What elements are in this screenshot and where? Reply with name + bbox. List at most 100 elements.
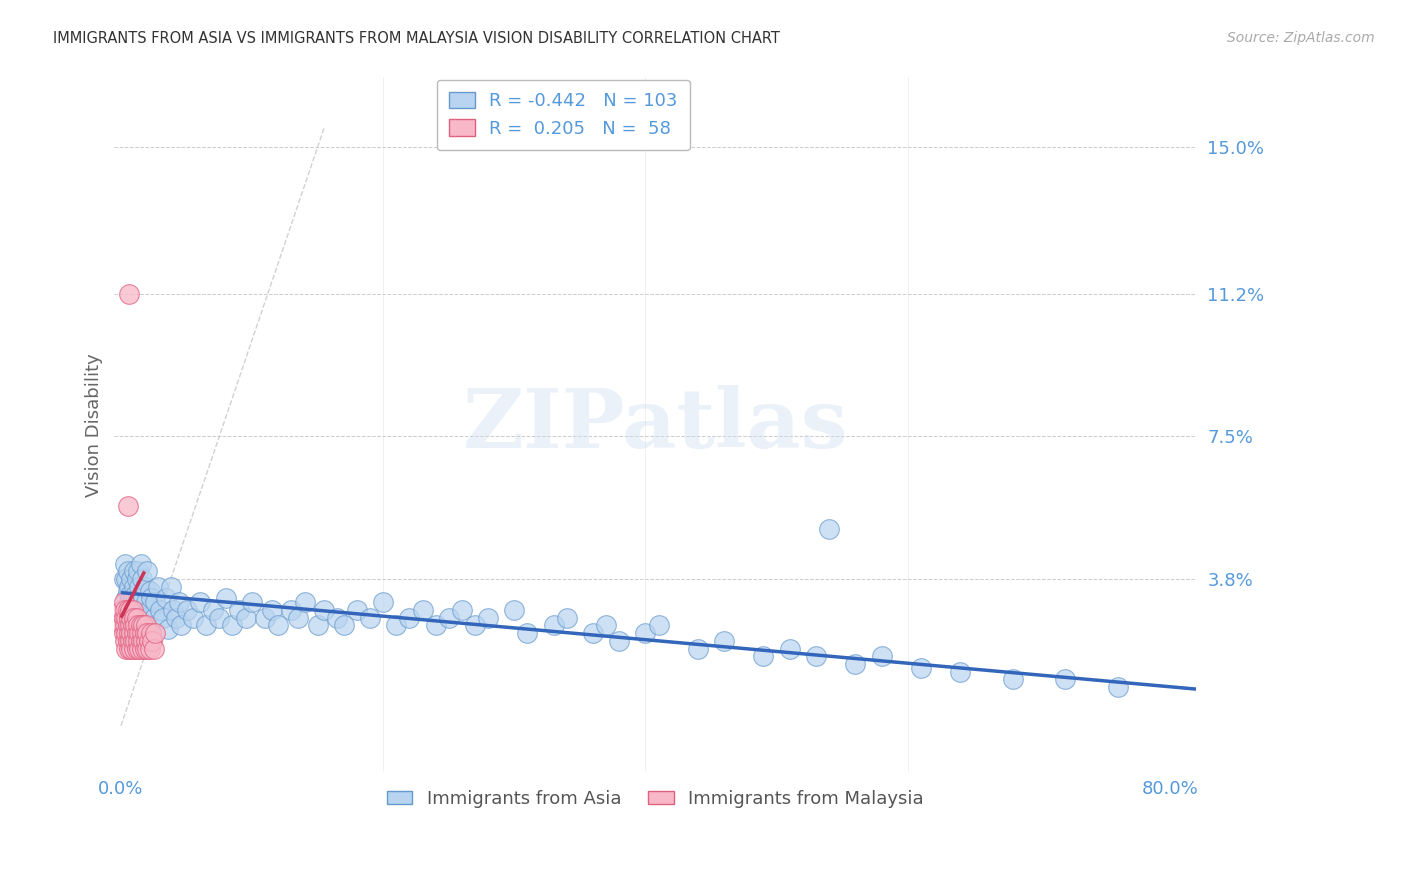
- Point: [294, 595, 316, 609]
- Point: [1107, 680, 1129, 694]
- Point: [595, 618, 617, 632]
- Point: [117, 633, 139, 648]
- Point: [124, 588, 146, 602]
- Text: ZIPatlas: ZIPatlas: [463, 384, 848, 465]
- Point: [118, 286, 141, 301]
- Point: [120, 603, 142, 617]
- Point: [118, 580, 141, 594]
- Point: [136, 626, 159, 640]
- Point: [260, 603, 283, 617]
- Point: [201, 603, 224, 617]
- Point: [1001, 673, 1024, 687]
- Point: [124, 603, 146, 617]
- Point: [112, 572, 135, 586]
- Point: [115, 641, 138, 656]
- Point: [128, 626, 150, 640]
- Point: [373, 595, 395, 609]
- Point: [287, 611, 309, 625]
- Point: [112, 595, 135, 609]
- Text: Source: ZipAtlas.com: Source: ZipAtlas.com: [1227, 31, 1375, 45]
- Point: [125, 611, 148, 625]
- Point: [464, 618, 486, 632]
- Point: [425, 618, 447, 632]
- Point: [949, 665, 972, 679]
- Point: [118, 595, 141, 609]
- Point: [359, 611, 381, 625]
- Point: [128, 618, 150, 632]
- Point: [121, 603, 143, 617]
- Point: [132, 611, 155, 625]
- Point: [115, 572, 138, 586]
- Point: [543, 618, 565, 632]
- Point: [122, 611, 145, 625]
- Point: [412, 603, 434, 617]
- Text: IMMIGRANTS FROM ASIA VS IMMIGRANTS FROM MALAYSIA VISION DISABILITY CORRELATION C: IMMIGRANTS FROM ASIA VS IMMIGRANTS FROM …: [53, 31, 780, 46]
- Point: [125, 572, 148, 586]
- Point: [117, 618, 139, 632]
- Point: [142, 641, 165, 656]
- Point: [634, 626, 657, 640]
- Point: [121, 591, 143, 606]
- Point: [122, 626, 145, 640]
- Point: [167, 595, 190, 609]
- Point: [779, 641, 801, 656]
- Point: [127, 565, 149, 579]
- Point: [240, 595, 263, 609]
- Point: [114, 557, 136, 571]
- Point: [143, 626, 166, 640]
- Point: [385, 618, 408, 632]
- Point: [138, 603, 160, 617]
- Point: [121, 611, 143, 625]
- Point: [818, 522, 841, 536]
- Y-axis label: Vision Disability: Vision Disability: [86, 353, 103, 497]
- Point: [844, 657, 866, 671]
- Point: [122, 580, 145, 594]
- Point: [118, 626, 141, 640]
- Point: [477, 611, 499, 625]
- Legend: Immigrants from Asia, Immigrants from Malaysia: Immigrants from Asia, Immigrants from Ma…: [380, 782, 931, 815]
- Point: [139, 591, 162, 606]
- Point: [115, 626, 138, 640]
- Point: [752, 649, 775, 664]
- Point: [125, 626, 148, 640]
- Point: [135, 633, 157, 648]
- Point: [162, 603, 184, 617]
- Point: [127, 618, 149, 632]
- Point: [139, 626, 162, 640]
- Point: [139, 583, 162, 598]
- Point: [124, 633, 146, 648]
- Point: [139, 641, 162, 656]
- Point: [451, 603, 474, 617]
- Point: [120, 622, 142, 636]
- Point: [111, 603, 134, 617]
- Point: [118, 641, 141, 656]
- Point: [120, 588, 142, 602]
- Point: [118, 611, 141, 625]
- Point: [208, 611, 231, 625]
- Point: [114, 603, 136, 617]
- Point: [713, 633, 735, 648]
- Point: [307, 618, 329, 632]
- Point: [138, 633, 160, 648]
- Point: [215, 591, 238, 606]
- Point: [152, 611, 174, 625]
- Point: [555, 611, 578, 625]
- Point: [142, 611, 165, 625]
- Point: [120, 633, 142, 648]
- Point: [503, 603, 526, 617]
- Point: [129, 603, 152, 617]
- Point: [120, 618, 142, 632]
- Point: [132, 618, 155, 632]
- Point: [115, 611, 138, 625]
- Point: [221, 618, 243, 632]
- Point: [127, 591, 149, 606]
- Point: [149, 603, 172, 617]
- Point: [120, 611, 142, 625]
- Point: [115, 591, 138, 606]
- Point: [195, 618, 218, 632]
- Point: [129, 557, 152, 571]
- Point: [437, 611, 460, 625]
- Point: [228, 603, 250, 617]
- Point: [516, 626, 538, 640]
- Point: [112, 626, 135, 640]
